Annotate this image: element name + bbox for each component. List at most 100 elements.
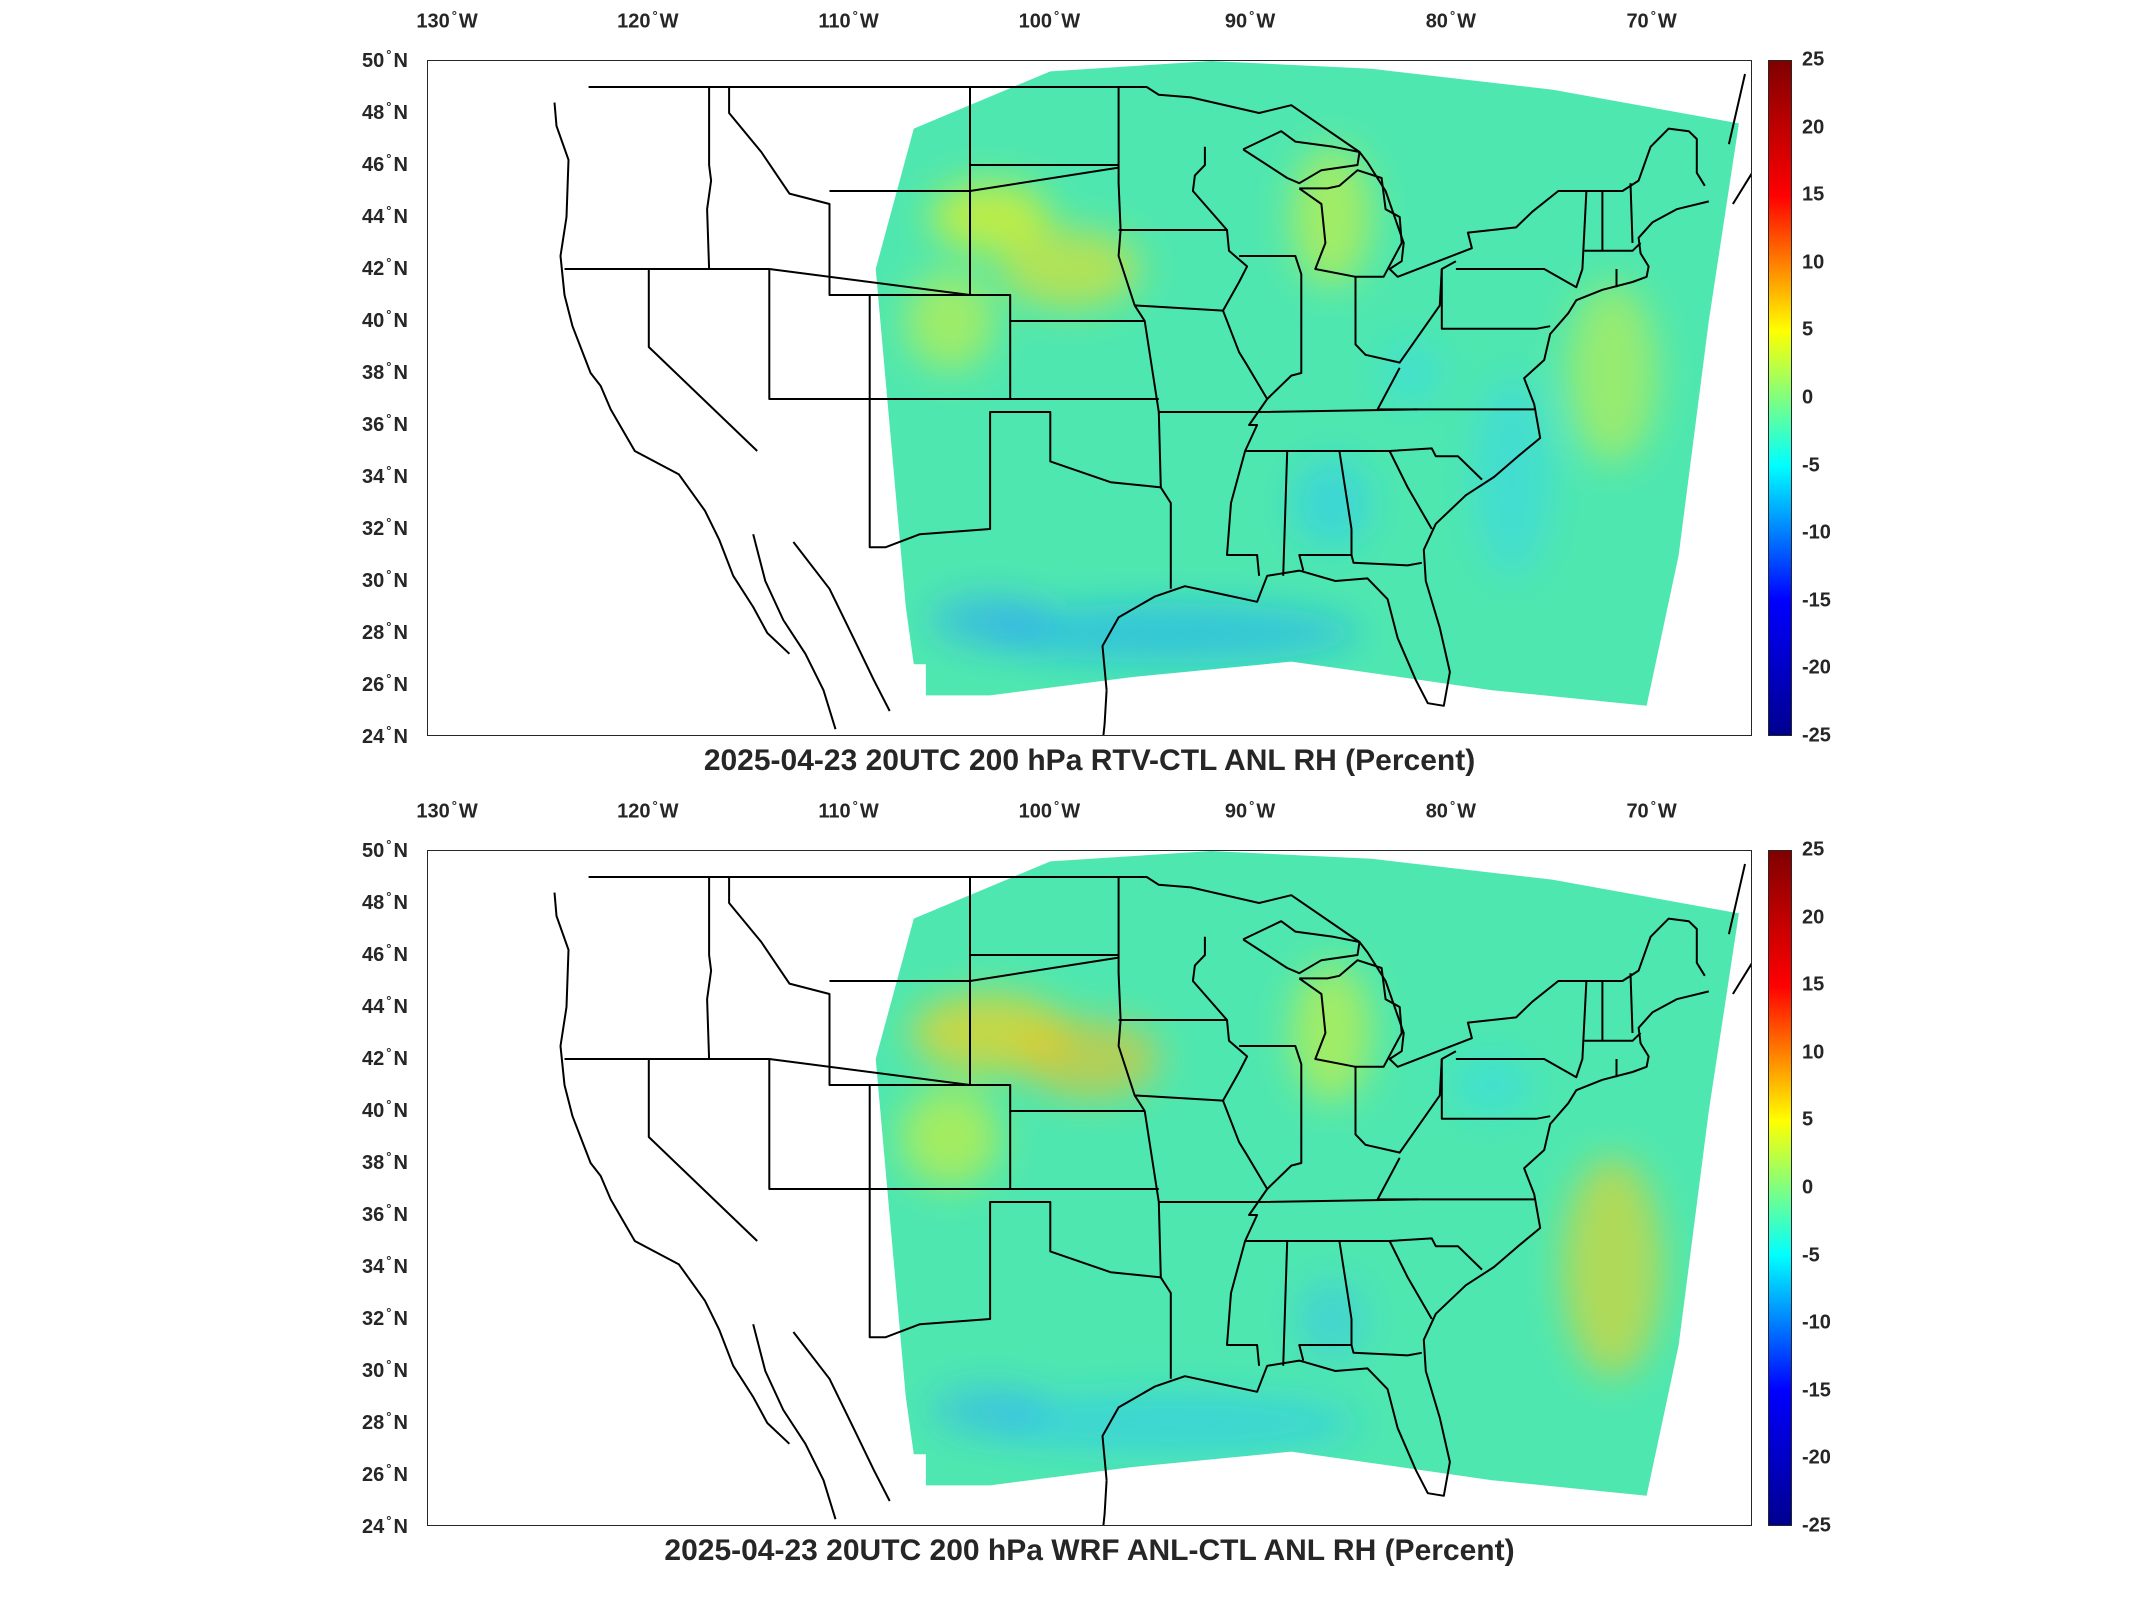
field-anomaly bbox=[930, 182, 1051, 252]
state-border bbox=[1455, 190, 1588, 289]
colorbar-tick-label: 5 bbox=[1802, 318, 1814, 341]
coastline bbox=[1727, 73, 1746, 145]
colorbar-tick-label: 25 bbox=[1802, 48, 1825, 71]
latitude-tick-label: 38 ° N bbox=[362, 1149, 408, 1174]
state-border bbox=[1440, 269, 1551, 330]
latitude-tick-label: 48 ° N bbox=[362, 889, 408, 914]
longitude-tick-label: 80 ° W bbox=[1425, 798, 1477, 823]
colorbar-tick-label: -5 bbox=[1802, 454, 1820, 477]
geographic-outlines bbox=[553, 73, 1751, 735]
state-border bbox=[647, 269, 758, 452]
coastline bbox=[1298, 169, 1403, 278]
state-border bbox=[1117, 877, 1162, 1278]
latitude-tick-label: 28 ° N bbox=[362, 1409, 408, 1434]
latitude-tick-label: 36 ° N bbox=[362, 411, 408, 436]
longitude-tick-label: 110 ° W bbox=[818, 798, 879, 823]
state-border bbox=[1282, 1240, 1289, 1366]
coastline bbox=[792, 541, 891, 712]
state-border bbox=[829, 166, 1119, 192]
map-frame[interactable] bbox=[427, 850, 1752, 1526]
latitude-tick-label: 48 ° N bbox=[362, 99, 408, 124]
state-border bbox=[1158, 408, 1535, 413]
colorbar-tick-label: 0 bbox=[1802, 1176, 1814, 1199]
latitude-tick-label: 34 ° N bbox=[362, 463, 408, 488]
state-border bbox=[1239, 1045, 1303, 1190]
field-anomaly bbox=[1020, 1019, 1161, 1099]
state-border bbox=[1455, 980, 1588, 1079]
field-anomaly bbox=[899, 1087, 1000, 1187]
colorbar-tick-label: 0 bbox=[1802, 386, 1814, 409]
panel-title: 2025-04-23 20UTC 200 hPa WRF ANL-CTL ANL… bbox=[664, 1534, 1515, 1567]
state-border bbox=[868, 1085, 1172, 1379]
colorbar-tick-label: 10 bbox=[1802, 1041, 1825, 1064]
coastline bbox=[588, 876, 1706, 1068]
state-border bbox=[1388, 450, 1433, 530]
longitude-tick-label: 70 ° W bbox=[1626, 798, 1677, 823]
latitude-tick-label: 50 ° N bbox=[362, 837, 408, 862]
longitude-tick-label: 110 ° W bbox=[818, 8, 879, 33]
coastline bbox=[752, 1323, 837, 1520]
map-panel-rtv-ctl: 130 ° W 120 ° W 110 ° W 100 ° W 90 ° W 80 ° W 70 ° W 50 ° N 48 °… bbox=[0, 0, 2133, 790]
state-border bbox=[969, 87, 1145, 322]
latitude-tick-label: 40 ° N bbox=[362, 307, 408, 332]
latitude-tick-label: 28 ° N bbox=[362, 619, 408, 644]
latitude-tick-label: 50 ° N bbox=[362, 47, 408, 72]
colorbar-tick-label: -25 bbox=[1802, 1514, 1831, 1537]
latitude-tick-label: 40 ° N bbox=[362, 1097, 408, 1122]
longitude-tick-label: 130 ° W bbox=[416, 8, 478, 33]
map-frame[interactable] bbox=[427, 60, 1752, 736]
state-border bbox=[1117, 87, 1162, 488]
coastline bbox=[553, 102, 791, 655]
latitude-tick-label: 32 ° N bbox=[362, 1305, 408, 1330]
colorbar-tick-label: -10 bbox=[1802, 521, 1831, 544]
coastline bbox=[1242, 920, 1361, 975]
state-border bbox=[1584, 242, 1642, 252]
state-border bbox=[1629, 973, 1634, 1034]
colorbar bbox=[1768, 60, 1792, 736]
state-border bbox=[1191, 146, 1228, 231]
coastline bbox=[1727, 863, 1746, 935]
latitude-tick-label: 42 ° N bbox=[362, 1045, 408, 1070]
field-anomaly bbox=[980, 1393, 1361, 1453]
latitude-tick-label: 24 ° N bbox=[362, 1513, 408, 1538]
state-border bbox=[1629, 183, 1634, 244]
coastline bbox=[1298, 959, 1403, 1068]
field-anomaly bbox=[1296, 1279, 1367, 1359]
state-border bbox=[990, 321, 1012, 400]
latitude-tick-label: 30 ° N bbox=[362, 567, 408, 592]
coastline bbox=[1101, 990, 1710, 1497]
state-border bbox=[1440, 1059, 1551, 1120]
colorbar-tick-label: 15 bbox=[1802, 973, 1825, 996]
state-border bbox=[1376, 367, 1418, 411]
geographic-outlines bbox=[553, 863, 1751, 1525]
state-border bbox=[1388, 1240, 1433, 1320]
latitude-tick-label: 30 ° N bbox=[362, 1357, 408, 1382]
longitude-tick-label: 90 ° W bbox=[1224, 8, 1276, 33]
longitude-tick-label: 100 ° W bbox=[1018, 798, 1081, 823]
colorbar-tick-label: 20 bbox=[1802, 116, 1825, 139]
state-border bbox=[1282, 450, 1289, 576]
state-border bbox=[1222, 310, 1269, 576]
latitude-tick-label: 26 ° N bbox=[362, 671, 408, 696]
rh-difference-map bbox=[553, 61, 1751, 735]
state-border bbox=[1158, 1198, 1535, 1203]
state-border bbox=[1376, 1157, 1418, 1201]
colorbar-tick-label: -25 bbox=[1802, 724, 1831, 747]
colorbar-tick-label: 5 bbox=[1802, 1108, 1814, 1131]
colorbar-tick-label: -20 bbox=[1802, 1446, 1831, 1469]
field-anomaly bbox=[930, 1385, 1051, 1435]
coastline bbox=[752, 533, 837, 730]
latitude-tick-label: 24 ° N bbox=[362, 723, 408, 748]
state-border bbox=[990, 1111, 1012, 1190]
longitude-tick-label: 100 ° W bbox=[1018, 8, 1081, 33]
latitude-tick-label: 42 ° N bbox=[362, 255, 408, 280]
coastline bbox=[1101, 200, 1710, 707]
longitude-tick-label: 90 ° W bbox=[1224, 798, 1276, 823]
panel-title: 2025-04-23 20UTC 200 hPa RTV-CTL ANL RH … bbox=[703, 744, 1476, 777]
rh-difference-field bbox=[875, 61, 1739, 706]
map-panel-wrf-anl-ctl: 130 ° W 120 ° W 110 ° W 100 ° W 90 ° W 80 ° W 70 ° W 50 ° N 48 °… bbox=[0, 790, 2133, 1580]
coastline bbox=[553, 892, 791, 1445]
rh-difference-field bbox=[875, 851, 1739, 1496]
latitude-tick-label: 46 ° N bbox=[362, 941, 408, 966]
longitude-tick-label: 80 ° W bbox=[1425, 8, 1477, 33]
